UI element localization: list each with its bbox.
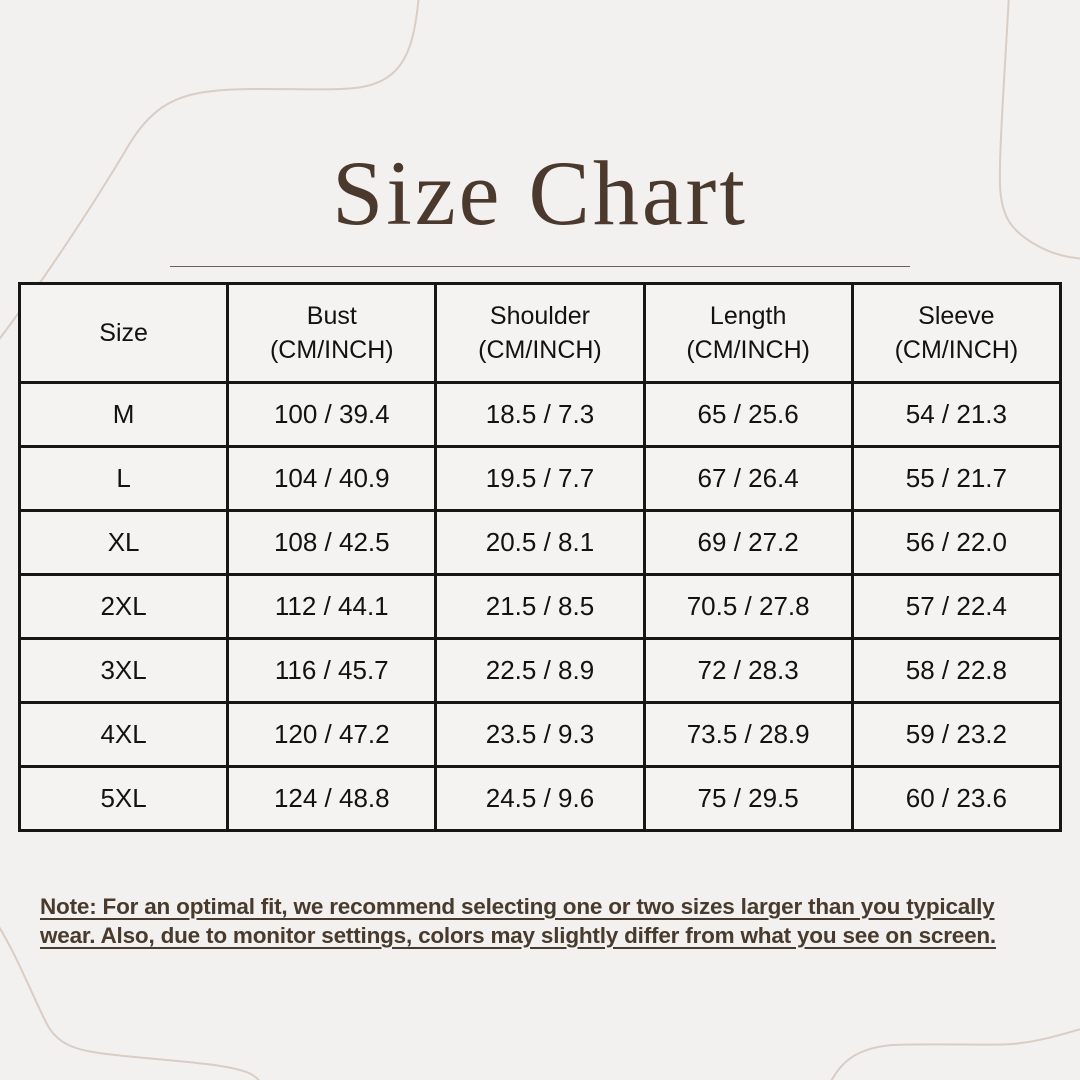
table-row-4xl: 4XL 120 / 47.2 23.5 / 9.3 73.5 / 28.9 59… (17, 701, 1063, 768)
cell-length: 67 / 26.4 (642, 445, 854, 512)
cell-bust: 120 / 47.2 (226, 701, 438, 768)
cell-shoulder: 21.5 / 8.5 (434, 573, 646, 640)
cell-bust: 104 / 40.9 (226, 445, 438, 512)
header-label: Size (99, 319, 148, 347)
cell-length: 70.5 / 27.8 (642, 573, 854, 640)
table-row-m: M 100 / 39.4 18.5 / 7.3 65 / 25.6 54 / 2… (17, 381, 1063, 448)
cell-shoulder: 23.5 / 9.3 (434, 701, 646, 768)
table-row-l: L 104 / 40.9 19.5 / 7.7 67 / 26.4 55 / 2… (17, 445, 1063, 512)
header-cell-sleeve: Sleeve (CM/INCH) (850, 282, 1063, 384)
header-label: Sleeve (918, 302, 995, 330)
cell-bust: 116 / 45.7 (226, 637, 438, 704)
cell-sleeve: 55 / 21.7 (850, 445, 1063, 512)
size-table-body: M 100 / 39.4 18.5 / 7.3 65 / 25.6 54 / 2… (17, 381, 1063, 832)
table-row-5xl: 5XL 124 / 48.8 24.5 / 9.6 75 / 29.5 60 /… (17, 765, 1063, 832)
title-divider (170, 266, 910, 267)
table-row-xl: XL 108 / 42.5 20.5 / 8.1 69 / 27.2 56 / … (17, 509, 1063, 576)
cell-bust: 108 / 42.5 (226, 509, 438, 576)
cell-length: 75 / 29.5 (642, 765, 854, 832)
cell-shoulder: 24.5 / 9.6 (434, 765, 646, 832)
cell-shoulder: 19.5 / 7.7 (434, 445, 646, 512)
cell-length: 69 / 27.2 (642, 509, 854, 576)
cell-size: L (17, 445, 230, 512)
cell-shoulder: 22.5 / 8.9 (434, 637, 646, 704)
header-unit: (CM/INCH) (269, 336, 394, 364)
cell-size: 3XL (17, 637, 230, 704)
header-label: Bust (306, 302, 357, 330)
cell-sleeve: 60 / 23.6 (850, 765, 1063, 832)
header-cell-shoulder: Shoulder (CM/INCH) (434, 282, 646, 384)
header-cell-length: Length (CM/INCH) (642, 282, 854, 384)
cell-length: 73.5 / 28.9 (642, 701, 854, 768)
note-text: Note: For an optimal fit, we recommend s… (40, 892, 1050, 950)
header-label: Shoulder (489, 302, 590, 330)
cell-sleeve: 56 / 22.0 (850, 509, 1063, 576)
header-cell-bust: Bust (CM/INCH) (226, 282, 438, 384)
header-cell-size: Size (17, 282, 230, 384)
cell-bust: 124 / 48.8 (226, 765, 438, 832)
cell-shoulder: 20.5 / 8.1 (434, 509, 646, 576)
note-line-2: wear. Also, due to monitor settings, col… (40, 922, 996, 948)
cell-size: 2XL (17, 573, 230, 640)
cell-sleeve: 57 / 22.4 (850, 573, 1063, 640)
note-line-1: Note: For an optimal fit, we recommend s… (40, 893, 995, 919)
cell-bust: 100 / 39.4 (226, 381, 438, 448)
size-table-header: Size Bust (CM/INCH) Shoulder (CM/INCH) Len… (17, 282, 1063, 384)
cell-size: M (17, 381, 230, 448)
header-unit: (CM/INCH) (478, 336, 602, 364)
header-unit: (CM/INCH) (894, 336, 1019, 364)
table-row-3xl: 3XL 116 / 45.7 22.5 / 8.9 72 / 28.3 58 /… (17, 637, 1063, 704)
page-title: Size Chart (332, 142, 748, 244)
table-row-2xl: 2XL 112 / 44.1 21.5 / 8.5 70.5 / 27.8 57… (17, 573, 1063, 640)
size-table: Size Bust (CM/INCH) Shoulder (CM/INCH) Len… (17, 282, 1063, 832)
cell-sleeve: 59 / 23.2 (850, 701, 1063, 768)
header-label: Length (709, 302, 787, 330)
cell-size: 4XL (17, 701, 230, 768)
cell-sleeve: 54 / 21.3 (850, 381, 1063, 448)
cell-size: 5XL (17, 765, 230, 832)
decorative-blob-outline-bottom-right (830, 1028, 1080, 1080)
cell-length: 72 / 28.3 (642, 637, 854, 704)
cell-shoulder: 18.5 / 7.3 (434, 381, 646, 448)
cell-bust: 112 / 44.1 (226, 573, 438, 640)
header-unit: (CM/INCH) (686, 336, 810, 364)
cell-length: 65 / 25.6 (642, 381, 854, 448)
cell-sleeve: 58 / 22.8 (850, 637, 1063, 704)
cell-size: XL (17, 509, 230, 576)
header-row: Size Bust (CM/INCH) Shoulder (CM/INCH) Len… (17, 282, 1063, 384)
